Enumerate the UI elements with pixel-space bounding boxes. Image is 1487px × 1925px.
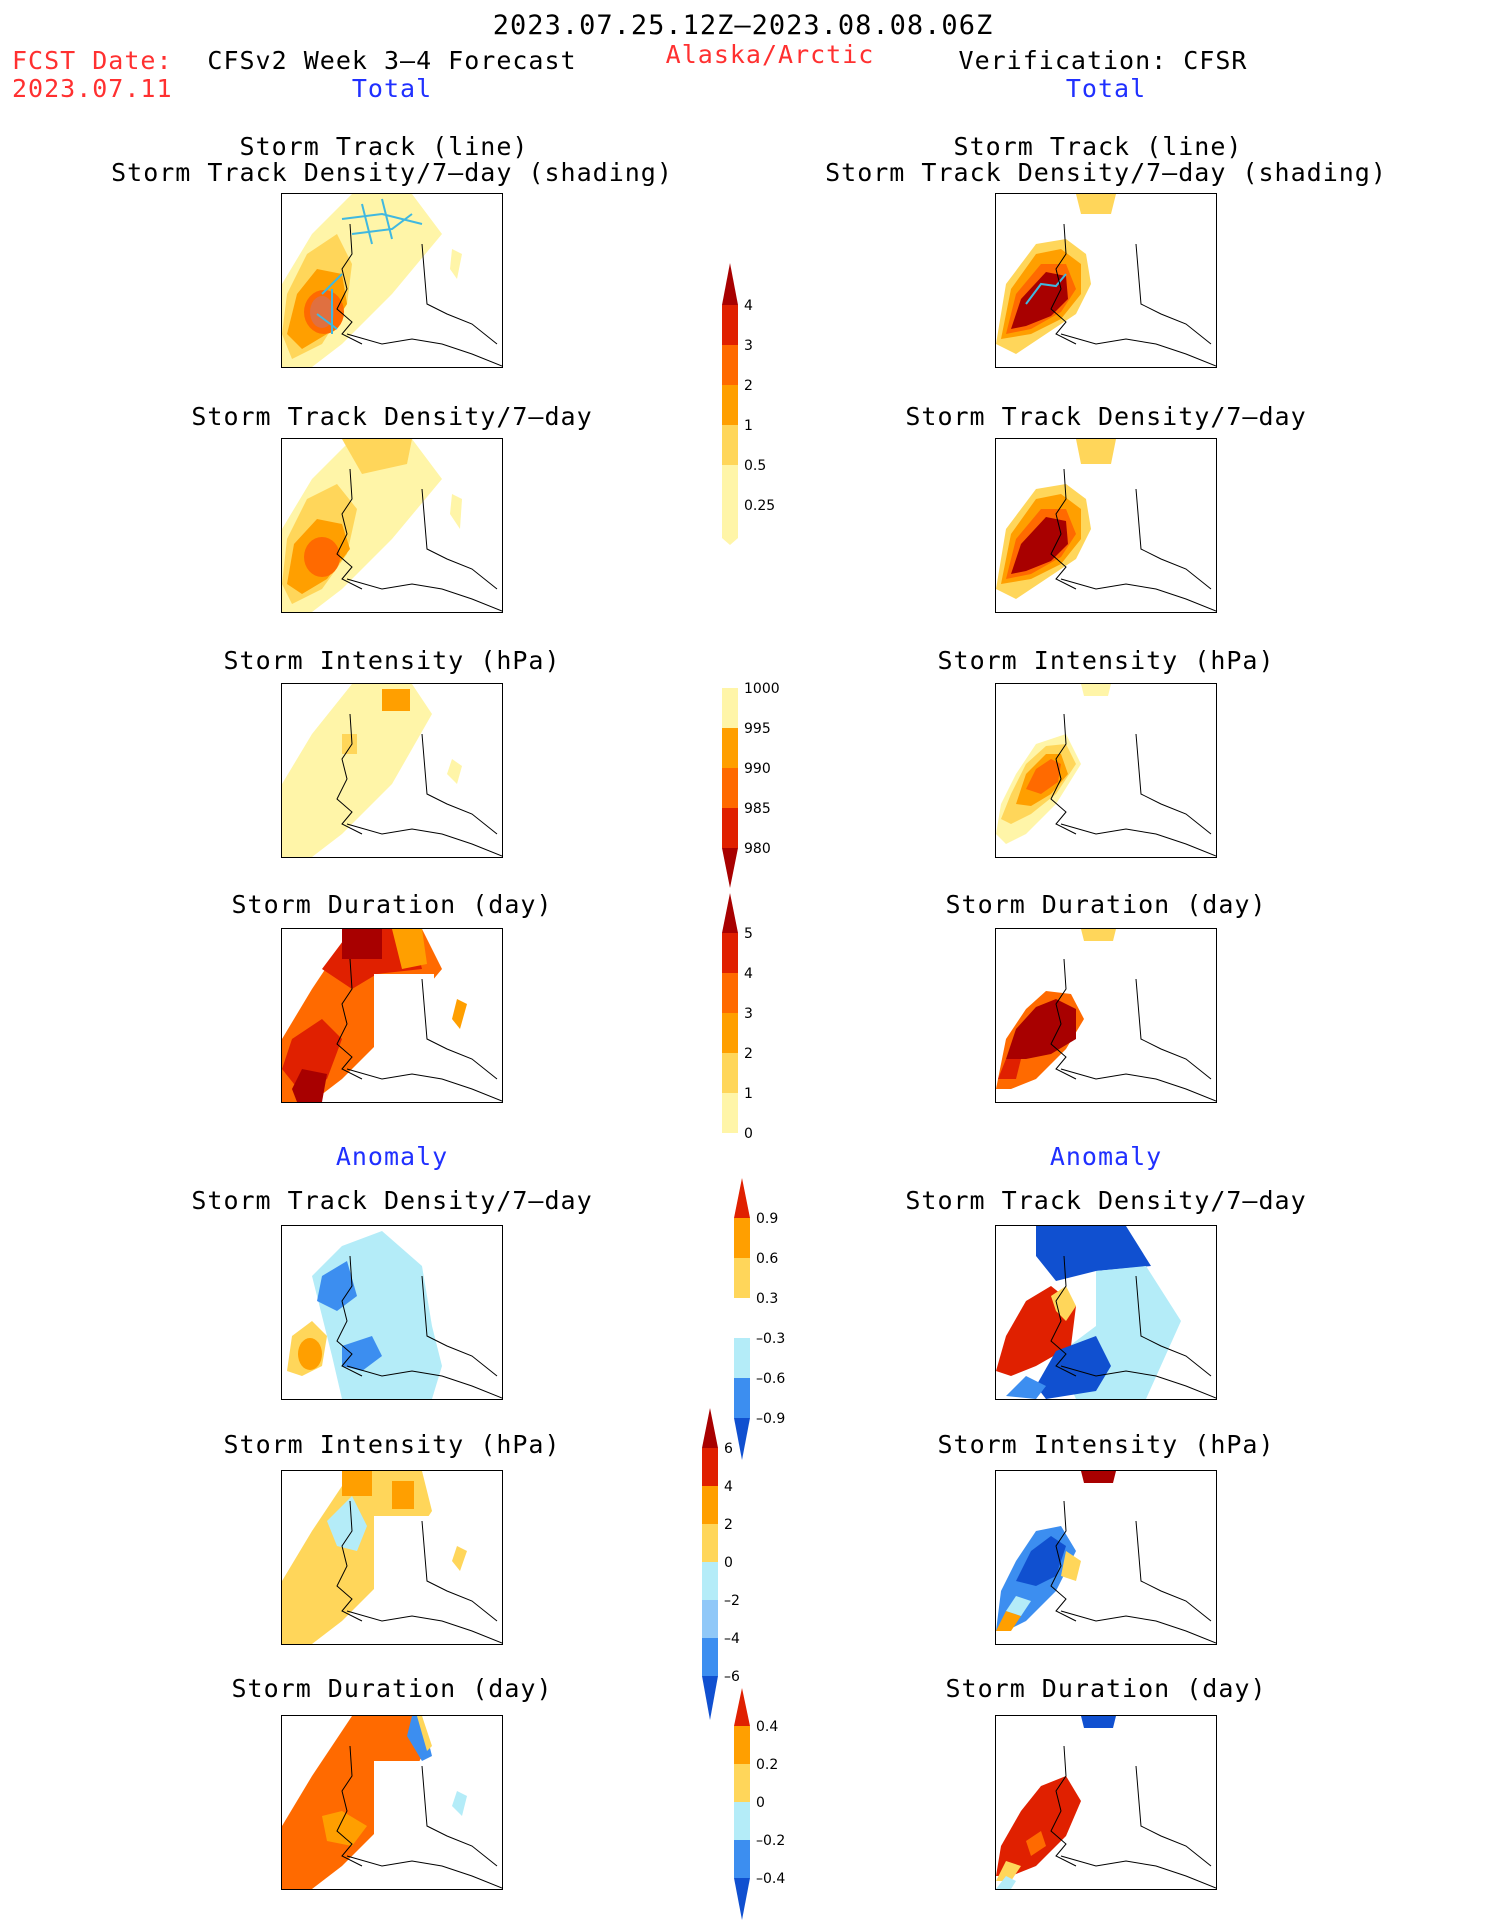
cbar-int-anom-label-6: 6	[724, 1441, 733, 1457]
cbar-dens-anom-label-m03: –0.3	[756, 1331, 786, 1347]
colorbar-density: 4 3 2 1 0.5 0.25	[722, 263, 792, 545]
colorbar-duration: 5 4 3 2 1 0	[722, 893, 792, 1175]
colorbar-density-anomaly: 0.9 0.6 0.3 –0.3 –0.6 –0.9	[734, 1178, 814, 1460]
period-title: 2023.07.25.12Z–2023.08.08.06Z	[492, 10, 994, 41]
cbar-density-label-025: 0.25	[744, 498, 776, 514]
cbar-dens-anom-label-m06: –0.6	[756, 1371, 786, 1387]
map-forecast-density-anomaly	[281, 1225, 503, 1400]
cbar-density-label-05: 0.5	[744, 458, 767, 474]
left-density-anom-title: Storm Track Density/7–day	[191, 1186, 593, 1215]
cbar-int-anom-label-2: 2	[724, 1517, 733, 1533]
cbar-duration-label-0: 0	[744, 1126, 753, 1142]
cbar-duration-label-2: 2	[744, 1046, 753, 1062]
right-total-label: Total	[1065, 74, 1147, 103]
cbar-dur-anom-label-04: 0.4	[756, 1719, 779, 1735]
cbar-density-label-4: 4	[744, 298, 753, 314]
cbar-duration-label-1: 1	[744, 1086, 753, 1102]
left-duration-anom-title: Storm Duration (day)	[231, 1674, 553, 1703]
cbar-density-label-1: 1	[744, 418, 753, 434]
fcst-date-value: 2023.07.11	[12, 74, 173, 103]
right-track-line-title: Storm Track (line)	[953, 132, 1243, 161]
cbar-intensity-label-980: 980	[744, 841, 771, 857]
cbar-duration-label-4: 4	[744, 966, 753, 982]
map-verification-duration-anomaly	[995, 1715, 1217, 1890]
map-verification-track	[995, 193, 1217, 368]
colorbar-duration-anomaly: 0.4 0.2 0 –0.2 –0.4	[734, 1688, 814, 1920]
map-forecast-duration-anomaly	[281, 1715, 503, 1890]
right-intensity-anom-title: Storm Intensity (hPa)	[937, 1430, 1275, 1459]
fcst-date-label: FCST Date:	[12, 46, 173, 75]
left-anomaly-label: Anomaly	[335, 1142, 449, 1171]
cbar-dur-anom-label-m04: –0.4	[756, 1871, 786, 1887]
cbar-int-anom-label-m2: –2	[724, 1593, 740, 1609]
cbar-dens-anom-label-09: 0.9	[756, 1211, 779, 1227]
map-verification-density-anomaly	[995, 1225, 1217, 1400]
left-track-shading-title: Storm Track Density/7–day (shading)	[111, 158, 673, 187]
right-anomaly-label: Anomaly	[1049, 1142, 1163, 1171]
colorbar-intensity-anomaly: 6 4 2 0 –2 –4 –6	[702, 1408, 772, 1720]
cbar-intensity-label-1000: 1000	[744, 681, 780, 697]
cbar-density-label-2: 2	[744, 378, 753, 394]
map-forecast-duration	[281, 928, 503, 1103]
left-duration-title: Storm Duration (day)	[231, 890, 553, 919]
left-total-label: Total	[351, 74, 433, 103]
cbar-dens-anom-label-03: 0.3	[756, 1291, 779, 1307]
left-track-line-title: Storm Track (line)	[239, 132, 529, 161]
cbar-dur-anom-label-0: 0	[756, 1795, 765, 1811]
cbar-int-anom-label-m6: –6	[724, 1669, 740, 1685]
left-intensity-anom-title: Storm Intensity (hPa)	[223, 1430, 561, 1459]
map-verification-intensity	[995, 683, 1217, 858]
cbar-dur-anom-label-02: 0.2	[756, 1757, 779, 1773]
colorbar-intensity: 1000 995 990 985 980	[722, 648, 802, 888]
cbar-intensity-label-990: 990	[744, 761, 771, 777]
cbar-int-anom-label-0: 0	[724, 1555, 733, 1571]
verification-title: Verification: CFSR	[958, 46, 1248, 75]
map-verification-intensity-anomaly	[995, 1470, 1217, 1645]
right-duration-anom-title: Storm Duration (day)	[945, 1674, 1267, 1703]
right-intensity-title: Storm Intensity (hPa)	[937, 646, 1275, 675]
cbar-dens-anom-label-m09: –0.9	[756, 1411, 786, 1427]
map-verification-duration	[995, 928, 1217, 1103]
right-density-anom-title: Storm Track Density/7–day	[905, 1186, 1307, 1215]
region-title: Alaska/Arctic	[665, 40, 875, 69]
cbar-dur-anom-label-m02: –0.2	[756, 1833, 786, 1849]
cbar-int-anom-label-4: 4	[724, 1479, 733, 1495]
map-forecast-intensity	[281, 683, 503, 858]
right-duration-title: Storm Duration (day)	[945, 890, 1267, 919]
map-forecast-track	[281, 193, 503, 368]
right-density-title: Storm Track Density/7–day	[905, 402, 1307, 431]
cbar-duration-label-3: 3	[744, 1006, 753, 1022]
map-forecast-intensity-anomaly	[281, 1470, 503, 1645]
left-density-title: Storm Track Density/7–day	[191, 402, 593, 431]
left-intensity-title: Storm Intensity (hPa)	[223, 646, 561, 675]
cbar-intensity-label-985: 985	[744, 801, 771, 817]
cbar-int-anom-label-m4: –4	[724, 1631, 740, 1647]
cbar-dens-anom-label-06: 0.6	[756, 1251, 779, 1267]
cbar-density-label-3: 3	[744, 338, 753, 354]
cbar-intensity-label-995: 995	[744, 721, 771, 737]
map-verification-density	[995, 438, 1217, 613]
right-track-shading-title: Storm Track Density/7–day (shading)	[825, 158, 1387, 187]
model-title: CFSv2 Week 3–4 Forecast	[207, 46, 577, 75]
cbar-duration-label-5: 5	[744, 926, 753, 942]
map-forecast-density	[281, 438, 503, 613]
